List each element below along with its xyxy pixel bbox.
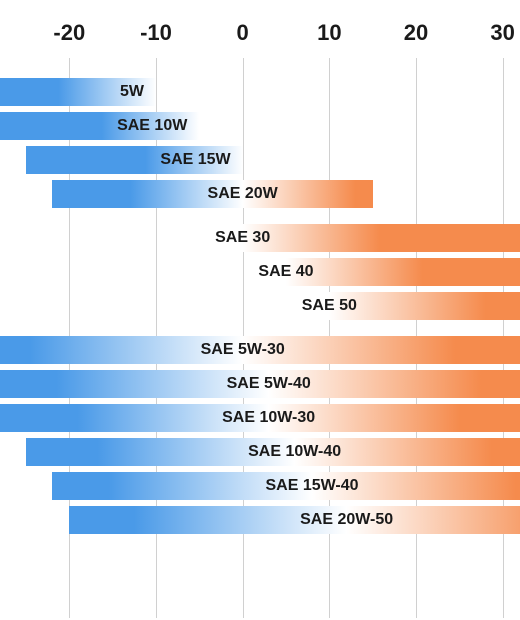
axis-tick-label: -20 [53,20,85,46]
viscosity-bar-label: SAE 20W [208,185,278,203]
viscosity-bar-label: SAE 15W-40 [265,477,358,495]
viscosity-bar-label: SAE 10W-40 [248,443,341,461]
viscosity-bar-label: 5W [120,83,144,101]
viscosity-bar-label: SAE 15W [160,151,230,169]
viscosity-bar: 5W [0,78,156,106]
viscosity-bar: SAE 40 [286,258,520,286]
viscosity-bar-fill [329,292,520,320]
viscosity-bar-fill [243,224,520,252]
axis-tick-label: 30 [490,20,514,46]
viscosity-bar: SAE 20W [52,180,373,208]
viscosity-bar-fill [69,506,520,534]
viscosity-bar-label: SAE 10W [117,117,187,135]
viscosity-bar-label: SAE 5W-30 [201,341,285,359]
axis-tick-label: 0 [237,20,249,46]
sae-viscosity-chart: -20 -10 0 10 20 30 5W SAE 10W SAE 15W SAE 20W SAE… [0,0,520,620]
viscosity-bar: SAE 15W [26,146,243,174]
viscosity-bar-label: SAE 40 [258,263,313,281]
viscosity-bar-label: SAE 5W-40 [227,375,311,393]
viscosity-bar: SAE 30 [243,224,520,252]
axis-tick-label: -10 [140,20,172,46]
viscosity-bar: SAE 10W [0,112,199,140]
axis-tick-label: 20 [404,20,428,46]
viscosity-bar: SAE 5W-30 [0,336,520,364]
viscosity-bar-label: SAE 30 [215,229,270,247]
viscosity-bar: SAE 5W-40 [0,370,520,398]
viscosity-bar: SAE 15W-40 [52,472,520,500]
viscosity-bar: SAE 20W-50 [69,506,520,534]
plot-area: 5W SAE 10W SAE 15W SAE 20W SAE 30 SAE 40 SAE 5… [0,58,520,618]
viscosity-bar-label: SAE 50 [302,297,357,315]
viscosity-bar-label: SAE 10W-30 [222,409,315,427]
viscosity-bar: SAE 50 [329,292,520,320]
viscosity-bar: SAE 10W-40 [26,438,520,466]
axis-tick-label: 10 [317,20,341,46]
viscosity-bar-label: SAE 20W-50 [300,511,393,529]
viscosity-bar-fill [286,258,520,286]
viscosity-bar: SAE 10W-30 [0,404,520,432]
